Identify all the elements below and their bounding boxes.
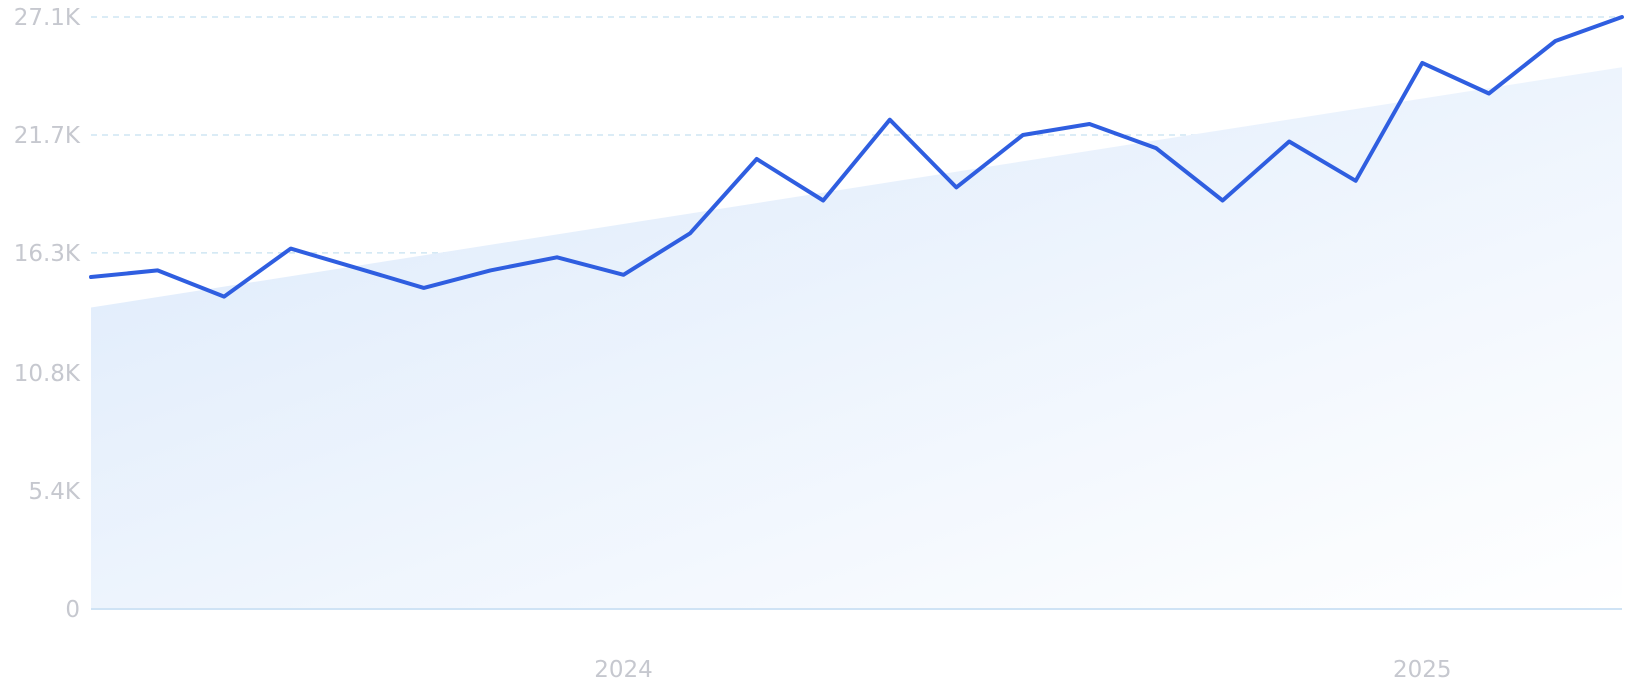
trend-area	[91, 67, 1622, 610]
series-line	[89, 15, 1624, 299]
y-tick-label: 0	[65, 597, 80, 623]
x-axis-labels: 2024 2025	[594, 657, 1451, 683]
x-tick-label: 2024	[594, 657, 653, 683]
y-tick-label: 16.3K	[14, 241, 81, 267]
y-tick-label: 5.4K	[28, 479, 81, 505]
y-tick-label: 21.7K	[14, 123, 81, 149]
y-tick-label: 27.1K	[14, 5, 81, 31]
x-tick-label: 2025	[1393, 657, 1452, 683]
y-tick-label: 10.8K	[14, 361, 81, 387]
y-axis-labels: 0 5.4K 10.8K 16.3K 21.7K 27.1K	[14, 5, 81, 623]
